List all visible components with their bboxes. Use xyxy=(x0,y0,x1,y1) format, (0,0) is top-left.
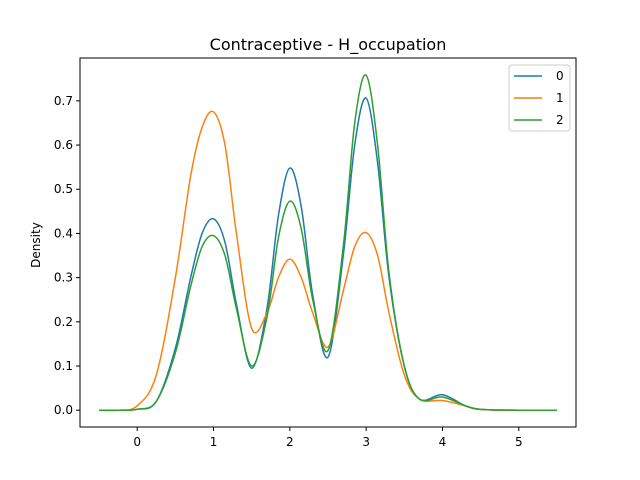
legend-label: 1 xyxy=(556,91,564,105)
y-axis-label: Density xyxy=(29,222,43,268)
plot-frame xyxy=(79,57,577,428)
x-tick-label: 4 xyxy=(439,435,447,449)
chart-title: Contraceptive - H_occupation xyxy=(210,35,447,55)
y-tick-label: 0.2 xyxy=(54,315,73,329)
series-line-1 xyxy=(99,110,557,412)
legend: 0 1 2 xyxy=(508,64,571,132)
y-tick-label: 0.4 xyxy=(54,226,73,240)
axis-ticks: 0 1 2 3 4 5 0.0 0.1 0.2 0.3 0.4 0.5 0.6 0.7 xyxy=(54,94,523,449)
series-lines xyxy=(99,74,557,412)
series-line-0 xyxy=(99,97,557,412)
y-tick-label: 0.0 xyxy=(54,403,73,417)
legend-label: 0 xyxy=(556,69,564,83)
y-tick-label: 0.1 xyxy=(54,359,73,373)
y-tick-label: 0.7 xyxy=(54,94,73,108)
legend-label: 2 xyxy=(556,113,564,127)
y-tick-label: 0.6 xyxy=(54,138,73,152)
x-tick-label: 5 xyxy=(515,435,523,449)
x-tick-label: 0 xyxy=(133,435,141,449)
y-tick-label: 0.3 xyxy=(54,271,73,285)
x-tick-label: 3 xyxy=(362,435,370,449)
y-tick-label: 0.5 xyxy=(54,182,73,196)
series-line-2 xyxy=(99,74,557,412)
x-tick-label: 1 xyxy=(210,435,218,449)
x-tick-label: 2 xyxy=(286,435,294,449)
